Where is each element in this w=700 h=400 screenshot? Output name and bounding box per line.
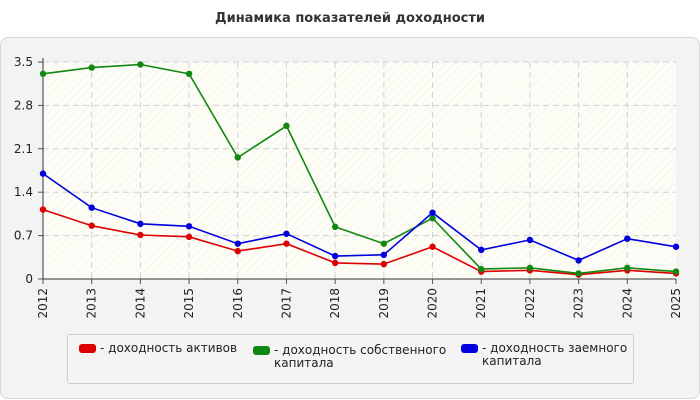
plot-hatch	[43, 62, 676, 279]
data-point	[380, 251, 388, 259]
y-tick-label: 0.7	[14, 229, 33, 243]
x-tick-label: 2018	[328, 288, 342, 319]
data-point	[88, 222, 95, 229]
data-point	[234, 247, 241, 255]
data-point	[429, 243, 436, 250]
x-tick-label: 2015	[182, 288, 196, 319]
series-lines	[39, 61, 680, 278]
data-point	[185, 70, 193, 77]
data-point	[39, 206, 47, 213]
series-line-0	[42, 208, 677, 276]
data-point	[185, 233, 193, 241]
legend-swatch-debt	[461, 344, 478, 353]
series-2	[39, 170, 680, 264]
legend: - доходность активов - доходность собств…	[67, 334, 634, 384]
series-line-1	[42, 63, 677, 275]
data-point	[672, 268, 680, 275]
legend-swatch-assets	[79, 344, 96, 353]
legend-label-equity: - доходность собственного капитала	[274, 343, 447, 370]
data-point	[526, 264, 534, 272]
legend-label-debt: - доходность заемного капитала	[482, 341, 628, 368]
data-point	[88, 204, 95, 211]
data-point	[283, 230, 290, 237]
legend-item-assets: - доходность активов	[79, 342, 237, 355]
x-tick-label: 2016	[231, 288, 245, 319]
data-point	[331, 223, 339, 231]
x-tick-label: 2021	[474, 288, 488, 319]
data-point	[575, 270, 582, 277]
x-tick-label: 2023	[572, 288, 586, 319]
data-point	[234, 154, 241, 161]
data-point	[137, 220, 144, 228]
data-point	[380, 240, 388, 247]
legend-swatch-equity	[253, 346, 270, 355]
y-tick-label: 1.4	[14, 185, 33, 199]
data-point	[575, 257, 582, 264]
data-point	[331, 252, 339, 260]
x-tick-label: 2013	[85, 288, 99, 319]
series-line-2	[42, 172, 677, 262]
data-point	[672, 243, 680, 250]
data-point	[39, 70, 47, 77]
y-tick-label: 2.8	[14, 98, 33, 112]
data-point	[380, 260, 388, 268]
data-point	[624, 264, 631, 272]
data-point	[39, 170, 47, 177]
x-tick-label: 2014	[133, 288, 147, 319]
data-point	[137, 61, 144, 68]
data-point	[283, 122, 290, 130]
data-point	[331, 259, 339, 267]
legend-item-equity: - доходность собственного капитала	[253, 344, 446, 370]
data-point	[478, 246, 485, 254]
data-point	[429, 209, 436, 216]
y-tick-label: 2.1	[14, 142, 33, 156]
plot-area	[43, 62, 676, 279]
data-point	[283, 240, 290, 247]
x-tick-label: 2024	[620, 288, 634, 319]
data-point	[526, 236, 534, 244]
chart-title: Динамика показателей доходности	[215, 11, 485, 26]
y-tick-label: 0	[25, 272, 33, 286]
x-tick-label: 2017	[279, 288, 293, 319]
legend-label-assets: - доходность активов	[100, 341, 238, 355]
series-1	[39, 61, 680, 277]
x-tick-label: 2012	[36, 288, 50, 319]
x-tick-label: 2022	[523, 288, 537, 319]
data-point	[137, 231, 144, 239]
data-point	[478, 265, 485, 273]
legend-item-debt: - доходность заемного капитала	[461, 342, 627, 368]
x-tick-label: 2019	[377, 288, 391, 319]
y-tick-label: 3.5	[14, 55, 33, 69]
data-point	[88, 64, 95, 71]
axes: 0 0.7 1.4 2.1 2.8 3.5 2012 2013 2014 2015 2016 2017…	[14, 55, 683, 319]
data-point	[234, 240, 241, 247]
data-point	[624, 235, 631, 242]
x-tick-label: 2020	[426, 288, 440, 319]
data-point	[429, 215, 436, 222]
data-point	[185, 223, 193, 230]
x-tick-label: 2025	[669, 288, 683, 319]
